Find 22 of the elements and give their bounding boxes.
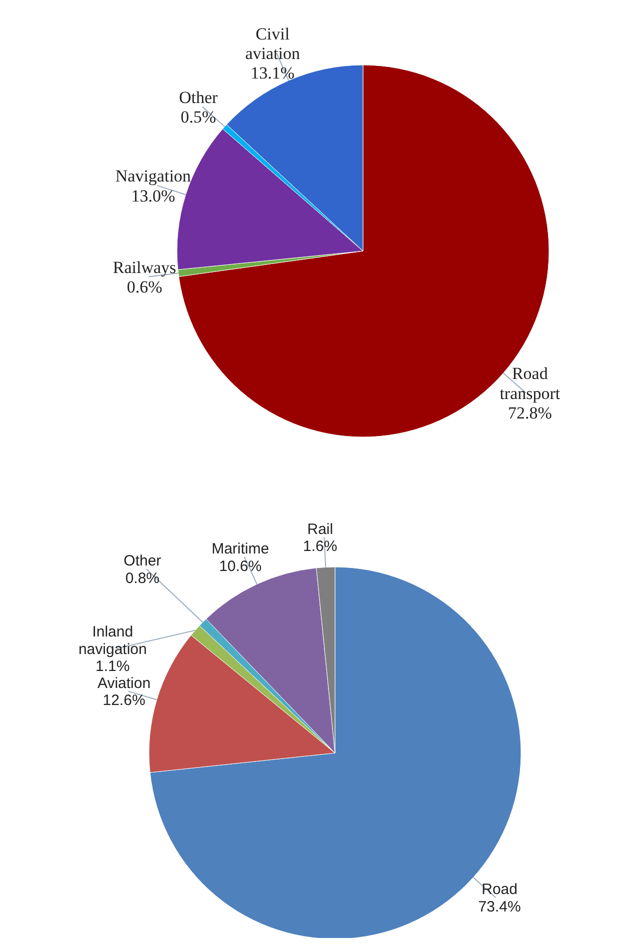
slice-label: Road bbox=[482, 881, 518, 898]
slice-label: Rail bbox=[307, 520, 334, 538]
slice-label: Road transport bbox=[500, 364, 560, 403]
slice-label: Other bbox=[178, 88, 218, 107]
data-label: 12.6% bbox=[102, 692, 146, 710]
slice-label: Inland navigation bbox=[78, 624, 147, 658]
data-label: 72.8% bbox=[508, 403, 552, 422]
data-label: 73.4% bbox=[478, 898, 521, 916]
data-label: 0.8% bbox=[125, 570, 160, 587]
slice-label: Aviation bbox=[97, 674, 151, 692]
data-label: 0.5% bbox=[180, 107, 216, 126]
slice-label: Maritime bbox=[212, 540, 270, 558]
data-label: 13.0% bbox=[131, 186, 176, 206]
data-label: 13.1% bbox=[250, 64, 295, 83]
slice-label: Other bbox=[124, 552, 162, 570]
data-label: 1.1% bbox=[96, 658, 130, 676]
data-label: 10.6% bbox=[219, 558, 262, 575]
data-label: 0.6% bbox=[126, 277, 162, 296]
slice-label: Railways bbox=[112, 258, 176, 277]
data-label: 1.6% bbox=[303, 538, 338, 556]
slice-label: Navigation bbox=[115, 166, 192, 186]
slice-label: Civil aviation bbox=[245, 24, 300, 63]
